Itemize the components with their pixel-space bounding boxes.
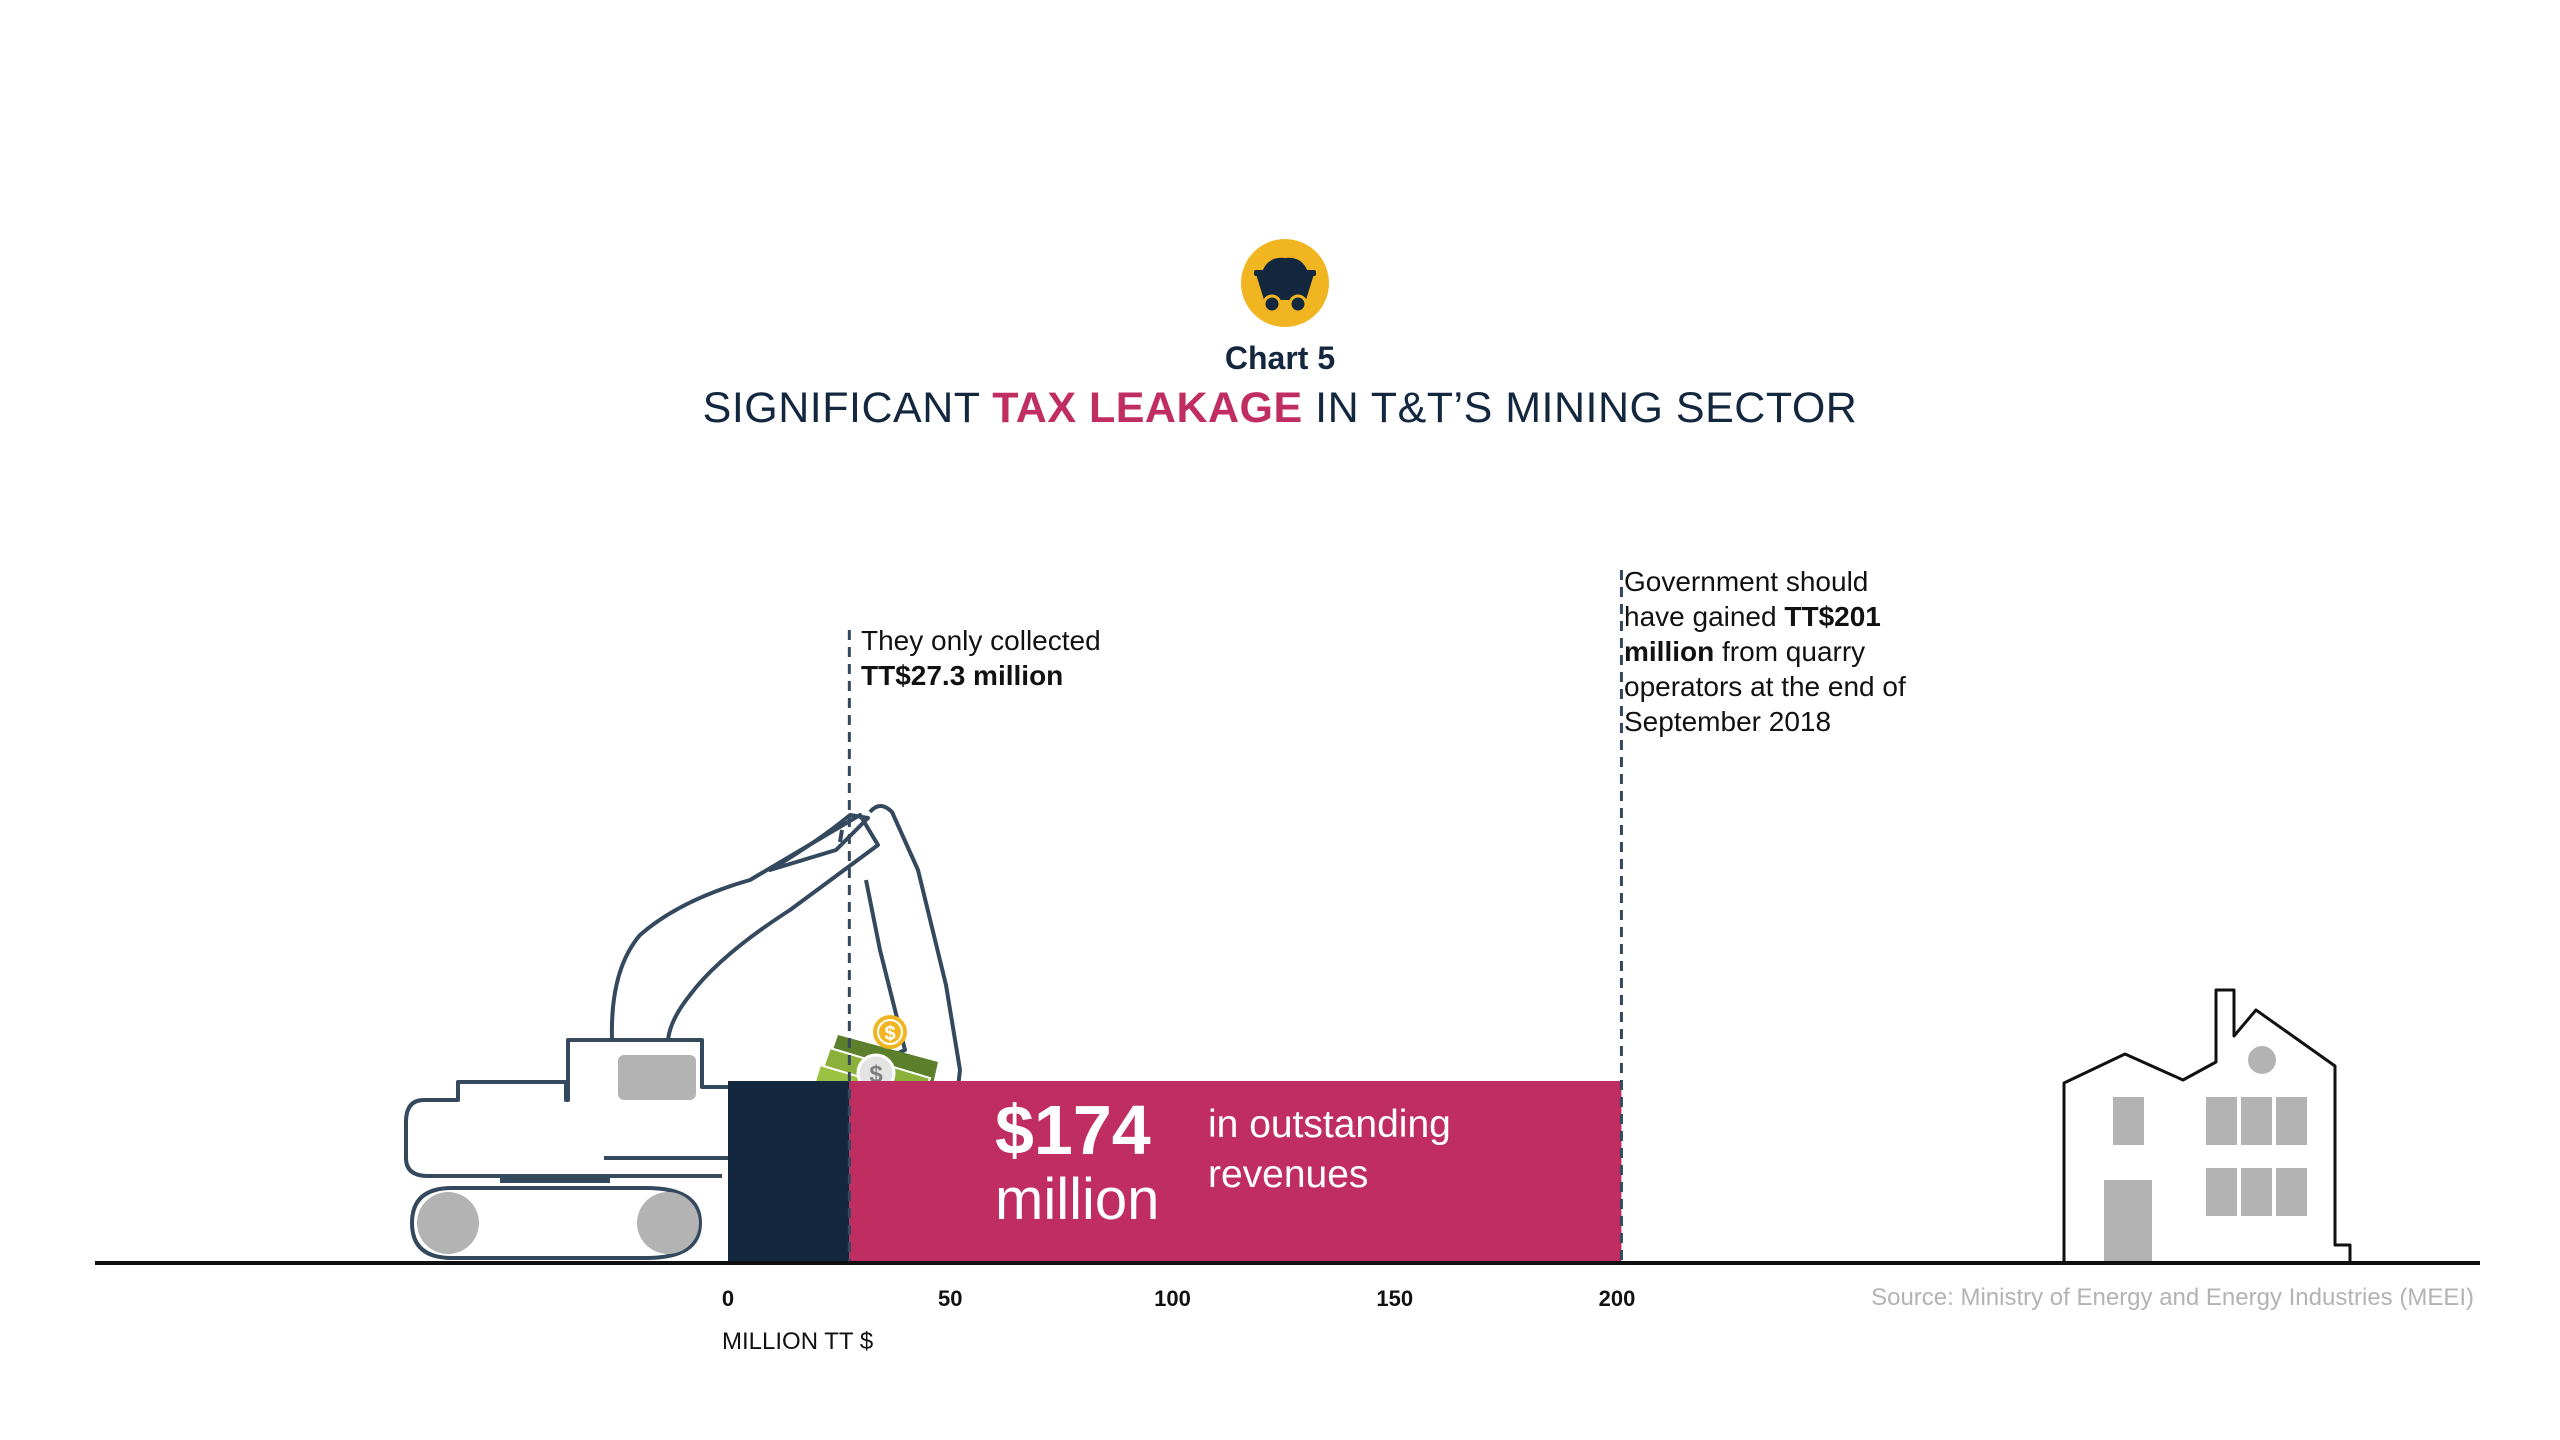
factory-icon [2062,988,2352,1263]
x-tick-label: 100 [1154,1286,1191,1311]
svg-text:$: $ [884,1023,895,1045]
annotation-collected: They only collected TT$27.3 million [861,623,1181,693]
title-part-3: IN T&T’S MINING SECTOR [1302,384,1858,432]
annotation-expected-text-1: Government should have gained [1624,566,1869,632]
source-note: Source: Ministry of Energy and Energy In… [1871,1284,2474,1311]
annotation-collected-value: TT$27.3 million [861,660,1064,691]
coin-icon: $ [873,1015,907,1049]
bar-outstanding [849,1081,1622,1263]
annotation-expected: Government should have gained TT$201 mil… [1624,564,1924,739]
x-tick-label: 50 [938,1286,962,1311]
title-part-1: SIGNIFICANT [702,384,993,432]
x-tick-label: 200 [1599,1286,1636,1311]
outstanding-caption: in outstanding revenues [1208,1103,1451,1196]
chart-title: SIGNIFICANT TAX LEAKAGE IN T&T’S MINING … [0,384,2560,433]
x-tick-label: 150 [1376,1286,1413,1311]
annotation-expected-text-2: from quarry operators at the end of Sept… [1624,636,1906,737]
x-axis-title: MILLION TT $ [722,1328,874,1355]
chart-number: Chart 5 [1224,340,1336,376]
outstanding-amount: $174 [995,1091,1151,1169]
mine-cart-icon [1241,239,1329,327]
x-tick-label: 0 [722,1286,734,1311]
annotation-expected-value: TT$201 million [1624,601,1881,667]
annotation-collected-text: They only collected [861,625,1101,656]
outstanding-unit: million [995,1167,1160,1232]
title-highlight: TAX LEAKAGE [992,384,1303,432]
bar-collected [728,1081,850,1263]
